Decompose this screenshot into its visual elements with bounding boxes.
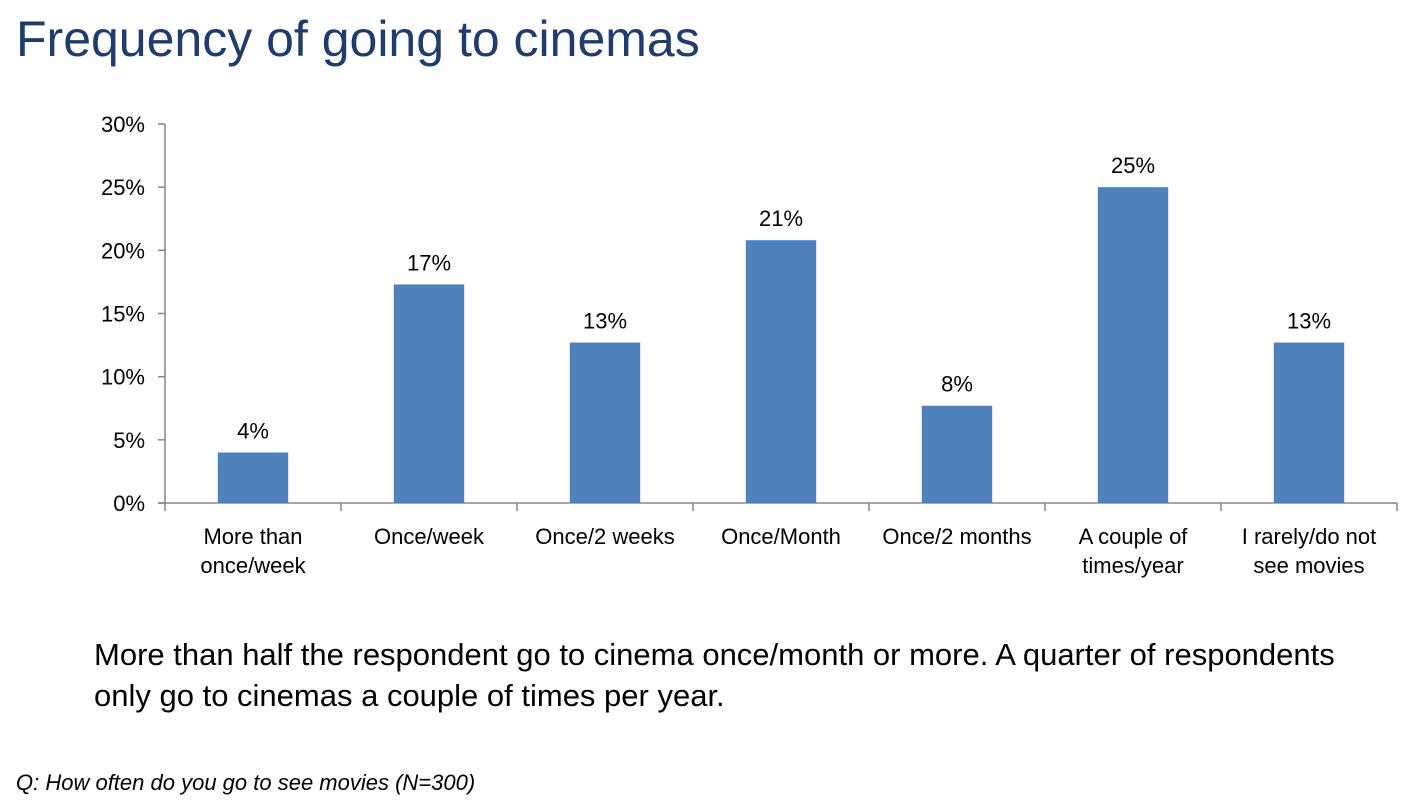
data-label: 25% [1111,153,1155,178]
bar [217,452,289,503]
y-tick-label: 0% [113,491,145,516]
summary-text: More than half the respondent go to cine… [94,637,1335,713]
bar [1273,342,1345,503]
bars [217,187,1345,503]
y-tick-label: 10% [101,365,145,390]
y-tick-label: 15% [101,302,145,327]
y-tick-label: 5% [113,428,145,453]
category-label: More than once/week [200,524,306,578]
data-label: 4% [237,418,269,443]
data-label: 21% [759,206,803,231]
bar [569,342,641,503]
category-label: Once/2 weeks [535,524,674,549]
category-label: A couple of times/year [1079,524,1189,578]
bar [745,240,817,503]
data-labels: 4% 17% 13% 21% 8% 25% 13% [237,153,1331,443]
y-tick-label: 30% [101,112,145,137]
data-label: 8% [941,372,973,397]
data-label: 13% [1287,309,1331,334]
data-label: 13% [583,309,627,334]
survey-question-footnote: Q: How often do you go to see movies (N=… [16,770,476,795]
bar [921,405,993,503]
bar [1097,187,1169,503]
data-label: 17% [407,250,451,275]
y-tick-label: 25% [101,175,145,200]
category-labels: More than once/week Once/week Once/2 weeks O… [200,524,1376,578]
y-tick-label: 20% [101,238,145,263]
bar [393,284,465,503]
category-label: I rarely/do not see movies [1242,524,1377,578]
category-label: Once/week [374,524,485,549]
page-title: Frequency of going to cinemas [16,11,700,67]
x-axis [158,502,1398,511]
category-label: Once/Month [721,524,841,549]
category-label: Once/2 months [882,524,1031,549]
y-axis: 0% 5% 10% 15% 20% 25% 30% [101,112,166,516]
bar-chart: 0%5%10%15%20%25%30% 4%17%13%21%8%25%13% … [101,112,1398,578]
